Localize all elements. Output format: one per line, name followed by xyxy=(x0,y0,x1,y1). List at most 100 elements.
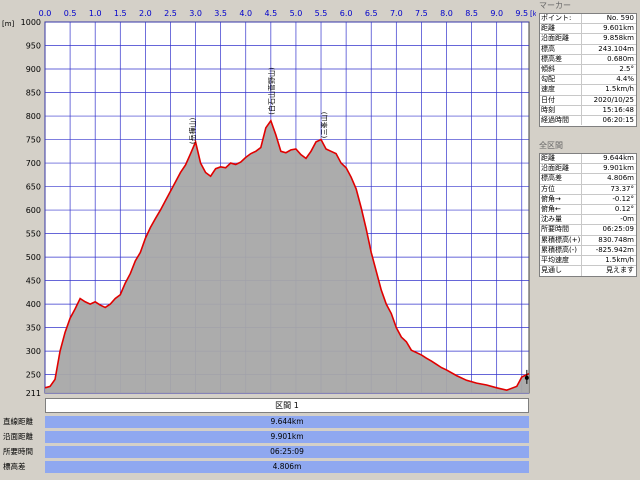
info-value: 見えます xyxy=(581,266,634,276)
info-key: 沿面距離 xyxy=(541,34,569,43)
x-tick-label: 8.0 xyxy=(440,9,453,18)
info-value: 830.748m xyxy=(581,235,634,245)
info-row: 平均速度 1.5km/h xyxy=(540,255,636,267)
section-heading: 全区間 xyxy=(539,141,563,150)
y-tick-label: 600 xyxy=(26,206,41,215)
info-key: 傾斜 xyxy=(541,64,555,73)
x-tick-label: 3.0 xyxy=(189,9,202,18)
summary-row: 標高差 4.806m xyxy=(0,461,536,473)
x-tick-label: 6.5 xyxy=(365,9,378,18)
info-value: 9.858km xyxy=(581,34,634,44)
section-title[interactable]: 区間 1 xyxy=(45,398,529,413)
peak-annotation: (岳樺山) xyxy=(188,117,197,144)
y-tick-label: 750 xyxy=(26,136,41,145)
info-row: ポイント: No. 590 xyxy=(540,14,636,25)
info-row: 沿面距離 9.858km xyxy=(540,34,636,45)
x-tick-label: 9.0 xyxy=(490,9,503,18)
x-tick-label: 9.5 xyxy=(515,9,528,18)
peak-annotation: (三峯山) xyxy=(320,112,329,139)
section-summary: 区間 1 直線距離 9.644km 沿面距離 9.901km 所要時間 06:25:09 標… xyxy=(0,398,536,480)
info-key: 日付 xyxy=(541,95,555,104)
info-key: 標高差 xyxy=(541,174,562,183)
info-key: 時刻 xyxy=(541,105,555,114)
info-row: 俯角→ -0.12° xyxy=(540,194,636,205)
y-tick-label: 350 xyxy=(26,324,41,333)
y-tick-label: 300 xyxy=(26,347,41,356)
info-row: 標高差 4.806m xyxy=(540,174,636,185)
info-row: 勾配 4.4% xyxy=(540,75,636,86)
x-tick-label: 2.5 xyxy=(164,9,177,18)
info-row: 距離 9.644km xyxy=(540,154,636,165)
position-marker-dot xyxy=(524,375,529,380)
info-key: 距離 xyxy=(541,154,555,162)
summary-row-value: 06:25:09 xyxy=(45,446,529,458)
marker-table: ポイント: No. 590 距離 9.601km 沿面距離 9.858km 標高 243.10… xyxy=(539,13,637,128)
y-tick-label: 211 xyxy=(26,389,41,398)
y-tick-label: 950 xyxy=(26,42,41,51)
summary-row: 直線距離 9.644km xyxy=(0,416,536,428)
elevation-profile-panel[interactable]: 1000 950 900 850 800 750 700 650 600 550 500 450 400… xyxy=(0,0,536,398)
info-value: 1.5km/h xyxy=(581,255,634,266)
info-key: 見通し xyxy=(541,266,562,275)
info-key: 経過時間 xyxy=(541,115,569,124)
info-key: 俯角→ xyxy=(541,194,561,203)
info-value: 243.104m xyxy=(581,44,634,55)
info-value: 4.806m xyxy=(581,174,634,184)
info-key: 沿面距離 xyxy=(541,164,569,173)
elevation-chart[interactable]: 1000 950 900 850 800 750 700 650 600 550 500 450 400… xyxy=(0,0,536,398)
info-row: 沿面距離 9.901km xyxy=(540,164,636,175)
y-tick-label: 850 xyxy=(26,89,41,98)
x-tick-label: 2.0 xyxy=(139,9,152,18)
info-row: 方位 73.37° xyxy=(540,184,636,195)
section-table: 距離 9.644km 沿面距離 9.901km 標高差 4.806m 方位 73.37° 俯角→… xyxy=(539,153,637,278)
summary-row-label: 標高差 xyxy=(3,462,26,471)
info-key: 標高差 xyxy=(541,54,562,63)
peak-annotation: (白石山菅野山) xyxy=(267,67,276,115)
info-value: 0.680m xyxy=(581,54,634,65)
info-value: 9.644km xyxy=(581,154,634,164)
info-value: -825.942m xyxy=(581,245,634,256)
info-key: 俯角← xyxy=(541,204,561,213)
y-tick-label: 1000 xyxy=(21,18,41,27)
info-value: 15:16:48 xyxy=(581,105,634,116)
info-key: 勾配 xyxy=(541,75,555,84)
info-key: 沈み量 xyxy=(541,215,562,224)
info-row: 標高差 0.680m xyxy=(540,54,636,65)
y-tick-label: 500 xyxy=(26,253,41,262)
info-value: 73.37° xyxy=(581,184,634,195)
elevation-area xyxy=(45,120,529,394)
info-value: 9.901km xyxy=(581,164,634,174)
info-key: 標高 xyxy=(541,44,555,53)
x-tick-label: 3.5 xyxy=(214,9,227,18)
marker-heading: マーカー xyxy=(539,1,571,10)
x-tick-label: 5.5 xyxy=(315,9,328,18)
y-tick-label: 800 xyxy=(26,112,41,121)
y-tick-label: 400 xyxy=(26,300,41,309)
info-row: 累積標高(+) 830.748m xyxy=(540,235,636,246)
info-row: 標高 243.104m xyxy=(540,44,636,55)
info-value: 4.4% xyxy=(581,75,634,85)
info-value: 2020/10/25 xyxy=(581,95,634,105)
info-key: 速度 xyxy=(541,85,555,94)
info-value: 2.5° xyxy=(581,64,634,75)
info-value: 06:20:15 xyxy=(581,115,634,126)
y-tick-label: 250 xyxy=(26,371,41,380)
info-key: 所要時間 xyxy=(541,225,569,234)
info-sidebar: マーカー ポイント: No. 590 距離 9.601km 沿面距離 9.858km 標高 2… xyxy=(536,0,640,480)
info-value: -0m xyxy=(581,215,634,225)
info-row: 沈み量 -0m xyxy=(540,215,636,226)
y-tick-label: 700 xyxy=(26,159,41,168)
info-key: 方位 xyxy=(541,184,555,193)
summary-row-value: 9.901km xyxy=(45,431,529,443)
x-tick-label: 0.0 xyxy=(39,9,52,18)
y-unit-label: [m] xyxy=(2,20,15,28)
info-key: 平均速度 xyxy=(541,255,569,264)
info-row: 経過時間 06:20:15 xyxy=(540,115,636,126)
x-tick-label: 1.0 xyxy=(89,9,102,18)
y-tick-label: 900 xyxy=(26,65,41,74)
info-key: 累積標高(+) xyxy=(541,235,581,244)
x-tick-label: 7.0 xyxy=(390,9,403,18)
info-value: -0.12° xyxy=(581,194,634,205)
x-tick-label: 5.0 xyxy=(290,9,303,18)
info-value: 06:25:09 xyxy=(581,225,634,235)
